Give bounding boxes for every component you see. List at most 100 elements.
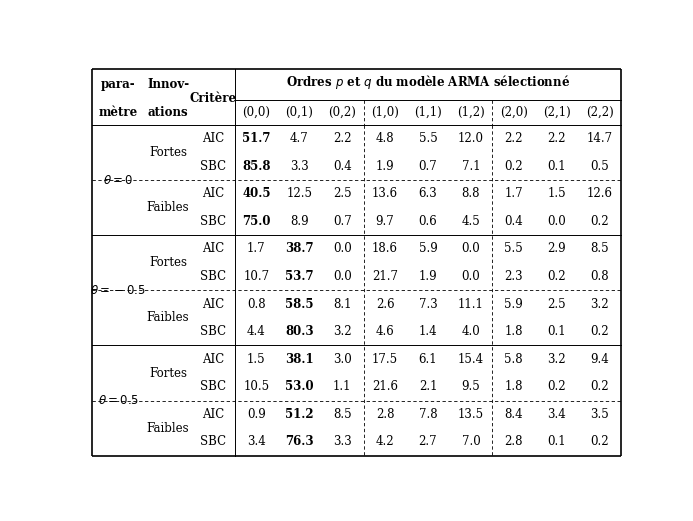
Text: 5.5: 5.5	[505, 242, 523, 255]
Text: 2.5: 2.5	[547, 297, 566, 311]
Text: 1.4: 1.4	[419, 325, 437, 338]
Text: 3.2: 3.2	[590, 297, 609, 311]
Text: 4.8: 4.8	[376, 132, 394, 145]
Text: 0.7: 0.7	[333, 215, 351, 228]
Text: 18.6: 18.6	[372, 242, 398, 255]
Text: 0.1: 0.1	[547, 325, 566, 338]
Text: SBC: SBC	[200, 160, 227, 173]
Text: AIC: AIC	[202, 132, 225, 145]
Text: 7.8: 7.8	[419, 408, 437, 421]
Text: 51.7: 51.7	[242, 132, 271, 145]
Text: 2.6: 2.6	[376, 297, 394, 311]
Text: 5.9: 5.9	[505, 297, 523, 311]
Text: 5.8: 5.8	[505, 353, 523, 366]
Text: Critère: Critère	[190, 92, 237, 105]
Text: (2,2): (2,2)	[586, 106, 613, 119]
Text: 3.2: 3.2	[547, 353, 566, 366]
Text: SBC: SBC	[200, 436, 227, 449]
Text: 2.2: 2.2	[505, 132, 523, 145]
Text: 8.5: 8.5	[333, 408, 351, 421]
Text: 0.8: 0.8	[590, 270, 609, 283]
Text: 3.2: 3.2	[333, 325, 351, 338]
Text: 1.5: 1.5	[547, 188, 566, 201]
Text: 0.1: 0.1	[547, 160, 566, 173]
Text: SBC: SBC	[200, 270, 227, 283]
Text: 8.4: 8.4	[505, 408, 523, 421]
Text: Fortes: Fortes	[149, 256, 187, 269]
Text: Faibles: Faibles	[147, 312, 189, 325]
Text: mètre: mètre	[98, 106, 138, 119]
Text: 80.3: 80.3	[285, 325, 314, 338]
Text: 0.2: 0.2	[590, 325, 609, 338]
Text: 11.1: 11.1	[458, 297, 484, 311]
Text: 7.0: 7.0	[462, 436, 480, 449]
Text: SBC: SBC	[200, 325, 227, 338]
Text: para-: para-	[101, 78, 136, 91]
Text: Faibles: Faibles	[147, 421, 189, 435]
Text: 76.3: 76.3	[285, 436, 314, 449]
Text: 1.5: 1.5	[247, 353, 265, 366]
Text: SBC: SBC	[200, 215, 227, 228]
Text: 8.5: 8.5	[590, 242, 609, 255]
Text: Innov-: Innov-	[147, 78, 189, 91]
Text: 12.6: 12.6	[586, 188, 613, 201]
Text: 3.4: 3.4	[547, 408, 566, 421]
Text: 7.1: 7.1	[462, 160, 480, 173]
Text: 2.8: 2.8	[505, 436, 523, 449]
Text: 8.1: 8.1	[333, 297, 351, 311]
Text: 21.7: 21.7	[372, 270, 398, 283]
Text: 4.5: 4.5	[462, 215, 480, 228]
Text: AIC: AIC	[202, 242, 225, 255]
Text: 0.2: 0.2	[547, 270, 566, 283]
Text: 21.6: 21.6	[372, 380, 398, 393]
Text: 13.5: 13.5	[458, 408, 484, 421]
Text: 4.2: 4.2	[376, 436, 394, 449]
Text: 0.2: 0.2	[505, 160, 523, 173]
Text: 0.5: 0.5	[590, 160, 609, 173]
Text: 40.5: 40.5	[242, 188, 271, 201]
Text: (0,0): (0,0)	[243, 106, 270, 119]
Text: 15.4: 15.4	[458, 353, 484, 366]
Text: 6.3: 6.3	[419, 188, 437, 201]
Text: 5.5: 5.5	[419, 132, 437, 145]
Text: 2.5: 2.5	[333, 188, 351, 201]
Text: 4.4: 4.4	[247, 325, 266, 338]
Text: 17.5: 17.5	[372, 353, 398, 366]
Text: ations: ations	[148, 106, 188, 119]
Text: 0.0: 0.0	[462, 242, 480, 255]
Text: 0.4: 0.4	[333, 160, 351, 173]
Text: 1.7: 1.7	[505, 188, 523, 201]
Text: 0.2: 0.2	[590, 436, 609, 449]
Text: Fortes: Fortes	[149, 367, 187, 379]
Text: 1.8: 1.8	[505, 325, 523, 338]
Text: 0.9: 0.9	[247, 408, 266, 421]
Text: 10.5: 10.5	[243, 380, 270, 393]
Text: $\theta = -0.5$: $\theta = -0.5$	[91, 284, 146, 297]
Text: 12.0: 12.0	[458, 132, 484, 145]
Text: 0.0: 0.0	[333, 242, 351, 255]
Text: 1.9: 1.9	[419, 270, 437, 283]
Text: (1,1): (1,1)	[414, 106, 442, 119]
Text: 53.0: 53.0	[285, 380, 314, 393]
Text: AIC: AIC	[202, 353, 225, 366]
Text: 7.3: 7.3	[419, 297, 437, 311]
Text: 2.8: 2.8	[376, 408, 394, 421]
Text: 0.8: 0.8	[247, 297, 265, 311]
Text: 1.1: 1.1	[333, 380, 351, 393]
Text: 75.0: 75.0	[242, 215, 271, 228]
Text: 5.9: 5.9	[419, 242, 437, 255]
Text: 2.7: 2.7	[419, 436, 437, 449]
Text: 13.6: 13.6	[372, 188, 398, 201]
Text: 0.6: 0.6	[419, 215, 437, 228]
Text: Fortes: Fortes	[149, 146, 187, 159]
Text: (0,2): (0,2)	[328, 106, 356, 119]
Text: 2.9: 2.9	[547, 242, 566, 255]
Text: 0.2: 0.2	[547, 380, 566, 393]
Text: AIC: AIC	[202, 408, 225, 421]
Text: 38.1: 38.1	[285, 353, 314, 366]
Text: (1,0): (1,0)	[371, 106, 399, 119]
Text: 3.4: 3.4	[247, 436, 266, 449]
Text: 12.5: 12.5	[286, 188, 313, 201]
Text: Faibles: Faibles	[147, 201, 189, 214]
Text: 38.7: 38.7	[285, 242, 314, 255]
